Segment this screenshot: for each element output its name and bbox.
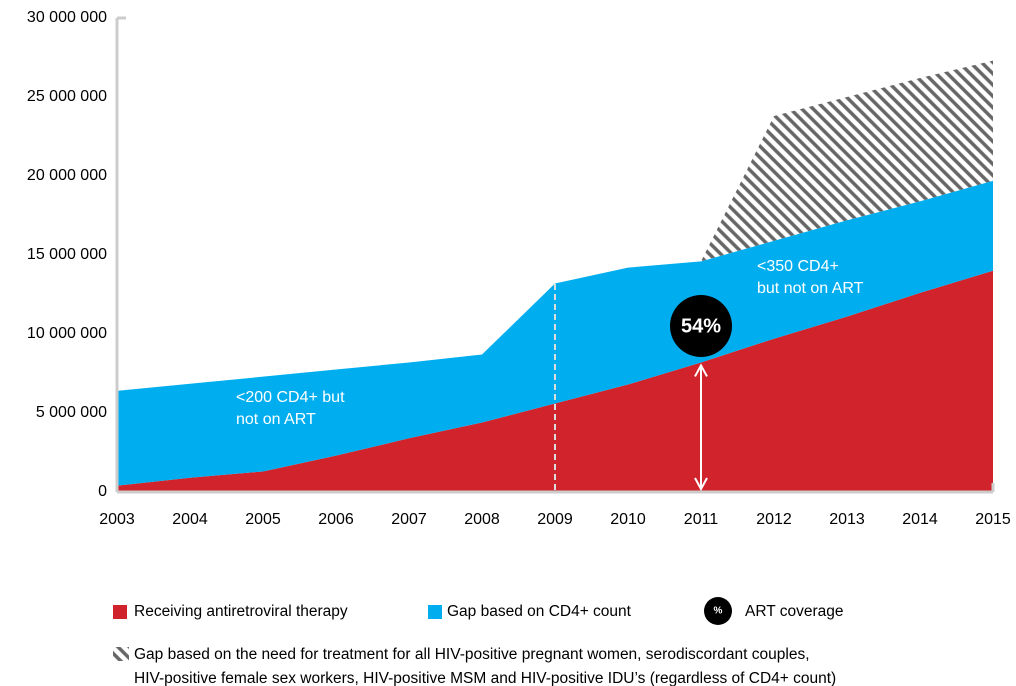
annotation: <350 CD4+ but not on ART	[757, 258, 864, 297]
y-tick-label: 5 000 000	[36, 404, 107, 421]
y-tick-label: 30 000 000	[27, 9, 107, 26]
x-tick-label: 2008	[464, 511, 500, 528]
legend-swatch	[113, 605, 127, 619]
legend-swatch	[113, 647, 129, 661]
x-tick-label: 2014	[902, 511, 938, 528]
y-tick-label: 25 000 000	[27, 88, 107, 105]
coverage-arrow	[694, 363, 708, 492]
y-tick-label: 20 000 000	[27, 167, 107, 184]
area	[701, 60, 993, 262]
x-tick-label: 2005	[245, 511, 281, 528]
legend-symbol-text: %	[714, 606, 723, 617]
x-tick-label: 2011	[684, 511, 719, 528]
legend-symbol	[704, 597, 732, 625]
x-tick-label: 2004	[172, 511, 208, 528]
legend-label: Receiving antiretroviral therapy	[134, 603, 348, 620]
legend-swatch	[428, 605, 442, 619]
area	[117, 180, 993, 486]
annotation: <200 CD4+ but not on ART	[236, 389, 345, 428]
coverage-label: 54%	[681, 315, 721, 337]
x-tick-label: 2013	[829, 511, 865, 528]
coverage-bubble	[670, 295, 732, 357]
x-tick-label: 2012	[756, 511, 792, 528]
legend-label: ART coverage	[745, 603, 844, 620]
x-tick-label: 2006	[318, 511, 354, 528]
y-tick-label: 0	[98, 483, 107, 500]
x-tick-label: 2003	[99, 511, 135, 528]
y-tick-label: 10 000 000	[27, 325, 107, 342]
x-tick-label: 2015	[975, 511, 1011, 528]
legend-label: Gap based on CD4+ count	[447, 603, 631, 620]
legend-label: Gap based on the need for treatment for …	[134, 646, 837, 686]
area	[117, 270, 993, 492]
y-tick-label: 15 000 000	[27, 246, 107, 263]
x-tick-label: 2010	[610, 511, 646, 528]
x-tick-label: 2007	[391, 511, 427, 528]
x-tick-label: 2009	[537, 511, 573, 528]
